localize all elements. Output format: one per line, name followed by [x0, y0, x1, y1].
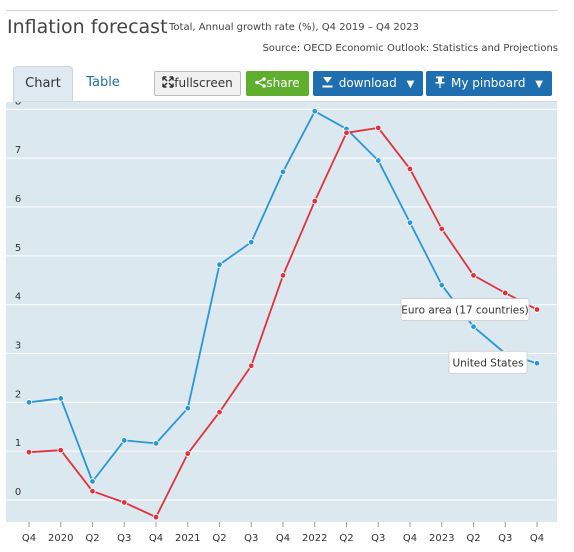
download-icon: [322, 72, 333, 88]
data-point: [343, 129, 350, 136]
data-point: [25, 399, 33, 406]
data-point: [470, 323, 477, 330]
pinboard-label: My pinboard: [450, 76, 526, 90]
tab-chart[interactable]: Chart: [13, 66, 73, 101]
x-tick-label: 2023: [429, 533, 454, 544]
data-point: [533, 306, 541, 313]
fullscreen-button[interactable]: fullscreen: [154, 71, 241, 96]
data-point: [152, 513, 160, 521]
share-icon: [255, 72, 267, 88]
data-point: [438, 281, 445, 289]
chart-header: Inflation forecast Total, Annual growth …: [6, 10, 558, 67]
x-tick-label: Q2: [212, 533, 226, 544]
fullscreen-label: fullscreen: [174, 76, 233, 90]
data-point: [248, 238, 255, 246]
series-labels: Euro area (17 countries) United States: [400, 298, 530, 374]
pinboard-button[interactable]: My pinboard ▼: [426, 71, 552, 96]
x-axis-ticks: Q4 2020 Q2 Q3 Q4 2021 Q2 Q3 Q4 2022 Q2 Q3 Q4 2023 Q2 Q3…: [22, 522, 544, 544]
data-point: [533, 360, 541, 367]
x-tick-label: Q2: [466, 533, 480, 544]
page-title: Inflation forecast: [7, 16, 168, 38]
x-tick-label: Q4: [530, 533, 544, 544]
data-point: [89, 488, 96, 495]
data-point: [216, 261, 223, 268]
y-tick-label: 8: [15, 102, 21, 107]
x-tick-label: 2020: [48, 533, 73, 544]
download-button[interactable]: download ▼: [313, 71, 423, 96]
data-point: [121, 499, 128, 506]
data-point: [311, 197, 318, 205]
y-tick-label: 5: [15, 243, 21, 254]
x-tick-label: Q3: [244, 533, 258, 544]
data-point: [311, 108, 318, 115]
expand-icon: [162, 73, 175, 88]
series-label-box: [448, 350, 528, 374]
y-tick-label: 6: [15, 194, 21, 205]
view-tabs: Chart Table fullscreen share download ▼ …: [13, 66, 557, 102]
x-tick-label: Q4: [149, 533, 163, 544]
y-tick-label: 4: [15, 292, 21, 303]
share-button[interactable]: share: [246, 71, 309, 96]
series-label-box: [400, 298, 530, 321]
series-label-text: Euro area (17 countries): [401, 305, 529, 317]
data-point: [406, 165, 414, 173]
series-label-text: United States: [452, 357, 523, 369]
data-point: [375, 124, 382, 132]
pin-icon: [435, 72, 445, 88]
x-tick-label: Q3: [498, 533, 512, 544]
share-label: share: [266, 76, 300, 90]
data-point: [279, 168, 287, 176]
x-tick-label: 2021: [175, 533, 200, 544]
line-chart: 0 1 2 3 4 5 6 7 8 Q4 2020 Q2 Q3 Q4 2021 Q2 Q3 Q4 2022 Q2 Q3…: [6, 96, 557, 544]
series-label-0: Euro area (17 countries): [400, 298, 530, 321]
data-point: [25, 448, 33, 456]
data-point: [152, 440, 160, 447]
data-point: [57, 395, 64, 402]
data-point: [438, 225, 445, 233]
data-point: [502, 289, 509, 297]
y-tick-label: 3: [15, 341, 21, 352]
x-tick-label: Q4: [22, 533, 36, 544]
chevron-down-icon: ▼: [406, 79, 415, 90]
x-tick-label: Q2: [339, 533, 353, 544]
x-tick-label: 2022: [302, 533, 327, 544]
data-point: [279, 272, 287, 279]
chart-subtitle: Total, Annual growth rate (%), Q4 2019 –…: [169, 22, 419, 33]
tab-table[interactable]: Table: [86, 75, 120, 90]
data-point: [216, 408, 223, 416]
y-tick-label: 7: [15, 145, 21, 156]
data-point: [406, 219, 414, 226]
data-point: [57, 447, 64, 454]
data-point: [184, 450, 191, 457]
x-tick-label: Q3: [371, 533, 385, 544]
data-point: [89, 478, 96, 485]
y-tick-label: 0: [15, 487, 21, 498]
series-label-1: United States: [448, 350, 528, 374]
y-tick-label: 1: [15, 438, 21, 449]
chart-area: 0 1 2 3 4 5 6 7 8 Q4 2020 Q2 Q3 Q4 2021 Q2 Q3 Q4 2022 Q2 Q3…: [6, 96, 557, 548]
data-point: [375, 157, 382, 164]
data-point: [121, 437, 128, 444]
y-axis-ticks: 0 1 2 3 4 5 6 7 8: [15, 96, 21, 498]
download-label: download: [338, 76, 397, 90]
y-tick-label: 2: [15, 389, 21, 400]
x-tick-label: Q4: [403, 533, 417, 544]
chevron-down-icon: ▼: [535, 79, 543, 90]
data-point: [470, 272, 477, 279]
data-point: [248, 362, 255, 369]
data-point: [184, 405, 191, 412]
x-tick-label: Q3: [117, 533, 131, 544]
chart-source: Source: OECD Economic Outlook: Statistic…: [262, 43, 558, 54]
x-tick-label: Q4: [276, 533, 290, 544]
series-points: [25, 108, 541, 521]
x-tick-label: Q2: [85, 533, 99, 544]
